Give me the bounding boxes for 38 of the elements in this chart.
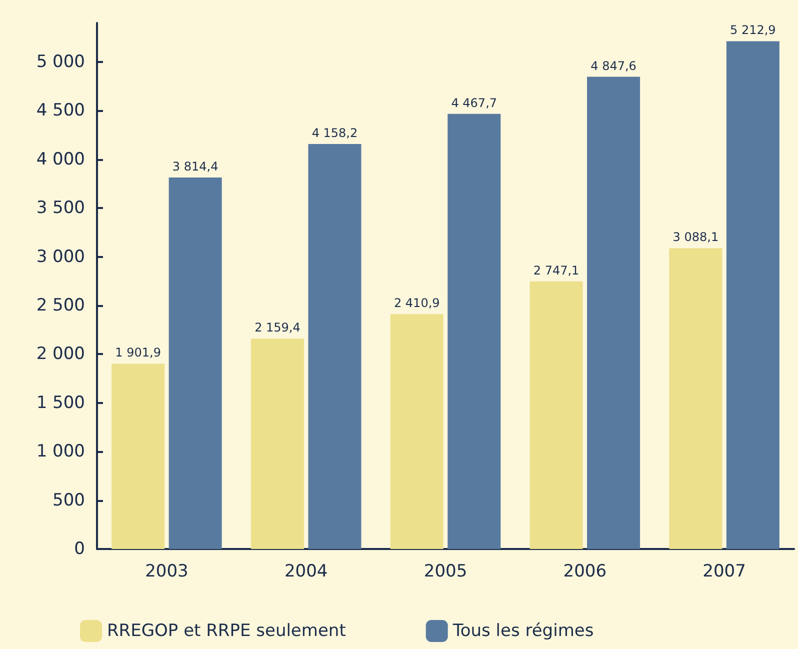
bar	[726, 41, 780, 549]
data-label: 2 159,4	[254, 320, 300, 335]
legend-label: Tous les régimes	[452, 621, 594, 641]
y-tick-label: 3 000	[36, 246, 85, 267]
x-tick-label: 2003	[145, 562, 188, 582]
data-label: 4 158,2	[312, 126, 358, 140]
y-tick-label: 2 500	[36, 295, 85, 316]
y-tick-label: 2 000	[36, 344, 85, 364]
data-label: 4 847,6	[590, 58, 636, 73]
x-tick-label: 2004	[284, 562, 328, 582]
data-label: 2 747,1	[533, 263, 580, 278]
bar	[669, 248, 722, 549]
y-tick-label: 4 500	[36, 100, 85, 121]
y-tick-label: 1 500	[36, 392, 85, 413]
x-tick-label: 2005	[424, 562, 468, 582]
bar	[390, 314, 444, 549]
legend-label: RREGOP et RRPE seulement	[107, 621, 346, 641]
bar	[448, 114, 501, 549]
data-label: 2 410,9	[394, 296, 440, 310]
x-tick-label: 2007	[702, 562, 746, 582]
bar	[587, 76, 640, 549]
y-tick-label: 500	[52, 490, 85, 510]
y-tick-label: 0	[74, 539, 85, 559]
bar	[168, 177, 222, 549]
y-tick-label: 4 000	[36, 149, 85, 170]
data-label: 4 467,7	[451, 96, 498, 110]
bar	[250, 338, 304, 549]
y-tick-label: 1 000	[36, 442, 85, 462]
bar	[112, 364, 165, 549]
data-label: 1 901,9	[115, 346, 161, 360]
y-tick-label: 5 000	[36, 52, 85, 72]
bar	[530, 281, 583, 549]
data-label: 3 814,4	[172, 159, 218, 174]
data-label: 3 088,1	[672, 230, 719, 244]
bar	[308, 144, 362, 549]
y-tick-label: 3 500	[36, 198, 85, 218]
x-tick-label: 2006	[563, 562, 607, 582]
data-label: 5 212,9	[730, 23, 776, 38]
